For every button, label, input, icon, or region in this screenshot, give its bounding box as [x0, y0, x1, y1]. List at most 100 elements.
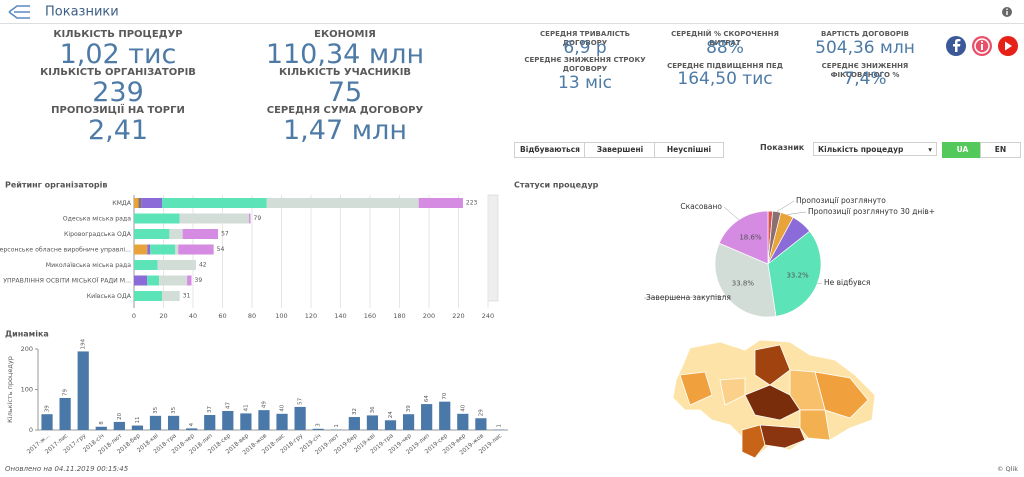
bar-segment: [134, 260, 158, 270]
bar: [294, 406, 306, 430]
bar: [258, 410, 270, 430]
bar: [77, 351, 89, 430]
bar: [95, 426, 107, 430]
value-label: 37: [207, 406, 213, 413]
value-label: 35: [171, 406, 177, 413]
value-label: 32: [352, 408, 358, 415]
y-tick-label: 100: [21, 386, 33, 394]
bar: [475, 418, 487, 430]
x-tick-label: 140: [334, 312, 346, 320]
kpi-value: 504,36 млн: [815, 38, 915, 58]
x-tick-label: 60: [218, 312, 226, 320]
total-label: 223: [466, 200, 478, 207]
category-label: Миколаївська міська рада: [46, 261, 131, 269]
scrollbar[interactable]: [487, 194, 499, 302]
info-social-icon[interactable]: [972, 36, 992, 56]
filter-button[interactable]: Завершені: [584, 142, 656, 158]
bar: [366, 415, 379, 430]
bar-segment: [175, 244, 179, 255]
language-button[interactable]: EN: [980, 142, 1021, 158]
bar: [222, 410, 234, 430]
bar: [204, 415, 216, 430]
bar: [421, 404, 433, 430]
x-tick-label: 120: [305, 312, 317, 320]
bar-segment: [138, 198, 142, 208]
page-title: Показники: [45, 5, 119, 20]
category-label: Кіровоградська ОДА: [64, 230, 132, 238]
filter-button[interactable]: Відбуваються: [514, 142, 586, 158]
x-tick-label: 0: [132, 312, 136, 320]
bar-segment: [134, 291, 163, 301]
bar-segment: [266, 198, 419, 208]
leader-line: [787, 211, 807, 215]
pie-category-label: Не відбувся: [824, 278, 870, 287]
y-axis-title: Кількість процедур: [6, 356, 14, 423]
value-label: 41: [243, 404, 249, 411]
pie-category-label: Завершена закупівля: [646, 293, 731, 302]
category-label: УПРАВЛІННЯ ОСВІТИ МІСЬКОЇ РАДИ М...: [3, 276, 131, 285]
dropdown-arrow[interactable]: ▾: [928, 145, 932, 154]
value-label: 8: [99, 421, 105, 425]
kpi-value: 239: [92, 77, 144, 108]
filter-button[interactable]: Неуспішні: [654, 142, 724, 158]
x-tick-label: 240: [482, 312, 494, 320]
kpi-label: СЕРЕДНЄ ЗНИЖЕННЯ ФІКСОВАНОГО %: [821, 62, 909, 80]
logo: [8, 5, 30, 19]
kpi-value: 110,34 млн: [265, 39, 425, 70]
total-label: 31: [183, 293, 191, 300]
x-tick-label: 200: [423, 312, 435, 320]
bar: [384, 420, 397, 430]
header-bar: [0, 0, 1024, 23]
pie-value-label: 33.8%: [732, 279, 755, 287]
pie-slice: [767, 230, 822, 317]
updated-note: Оновлено на 04.11.2019 00:15:45: [5, 465, 129, 473]
kpi-value: 1,47 млн: [283, 115, 407, 146]
value-label: 1: [496, 424, 502, 428]
info-icon[interactable]: [1002, 7, 1012, 17]
pie-value-label: 33.2%: [786, 272, 809, 280]
language-button[interactable]: UA: [942, 142, 983, 158]
bar: [131, 425, 144, 430]
youtube-icon[interactable]: [998, 36, 1018, 56]
value-label: 70: [442, 392, 448, 399]
value-label: 35: [153, 406, 159, 413]
bar-segment: [182, 229, 219, 239]
indicator-dropdown[interactable]: Кількість процедур ▾: [813, 142, 937, 156]
leader-line: [776, 200, 795, 212]
leader-line: [817, 282, 823, 284]
bar-segment: [157, 260, 196, 270]
value-label: 40: [280, 404, 286, 411]
bar-segment: [169, 229, 183, 239]
ukraine-map: [672, 339, 876, 459]
kpi-label: СЕРЕДНЄ ЗНИЖЕННЯ СТРОКУ ДОГОВОРУ: [524, 56, 646, 74]
category-label: Київська ОДА: [87, 292, 132, 300]
category-label: КМДА: [112, 200, 132, 207]
total-label: 39: [195, 277, 203, 284]
value-label: 47: [225, 401, 231, 408]
leader-line: [643, 296, 727, 299]
bar: [276, 413, 288, 430]
bar: [457, 413, 469, 430]
kpi-label: СЕРЕДНЯ ТРИВАЛІСТЬ ДОГОВОРУ: [540, 30, 630, 48]
x-tick-label: 160: [364, 312, 376, 320]
bar-segment: [134, 213, 180, 224]
bar-segment: [162, 198, 267, 208]
value-label: 57: [298, 397, 304, 404]
value-label: 4: [189, 422, 195, 426]
kpi-value: 88%: [706, 38, 744, 58]
x-tick-label: 40: [189, 312, 197, 320]
bar-segment: [134, 198, 139, 208]
bar: [167, 415, 180, 430]
credit: © Qlik: [997, 465, 1018, 473]
value-label: 1: [334, 424, 340, 428]
x-tick-label: 20: [159, 312, 167, 320]
value-label: 24: [388, 411, 394, 418]
total-label: 79: [254, 215, 262, 222]
total-label: 54: [217, 246, 225, 253]
pie-slice: [718, 210, 769, 265]
facebook-icon[interactable]: [946, 36, 966, 56]
bar-segment: [134, 229, 170, 239]
kpi-value: 75: [327, 77, 363, 108]
